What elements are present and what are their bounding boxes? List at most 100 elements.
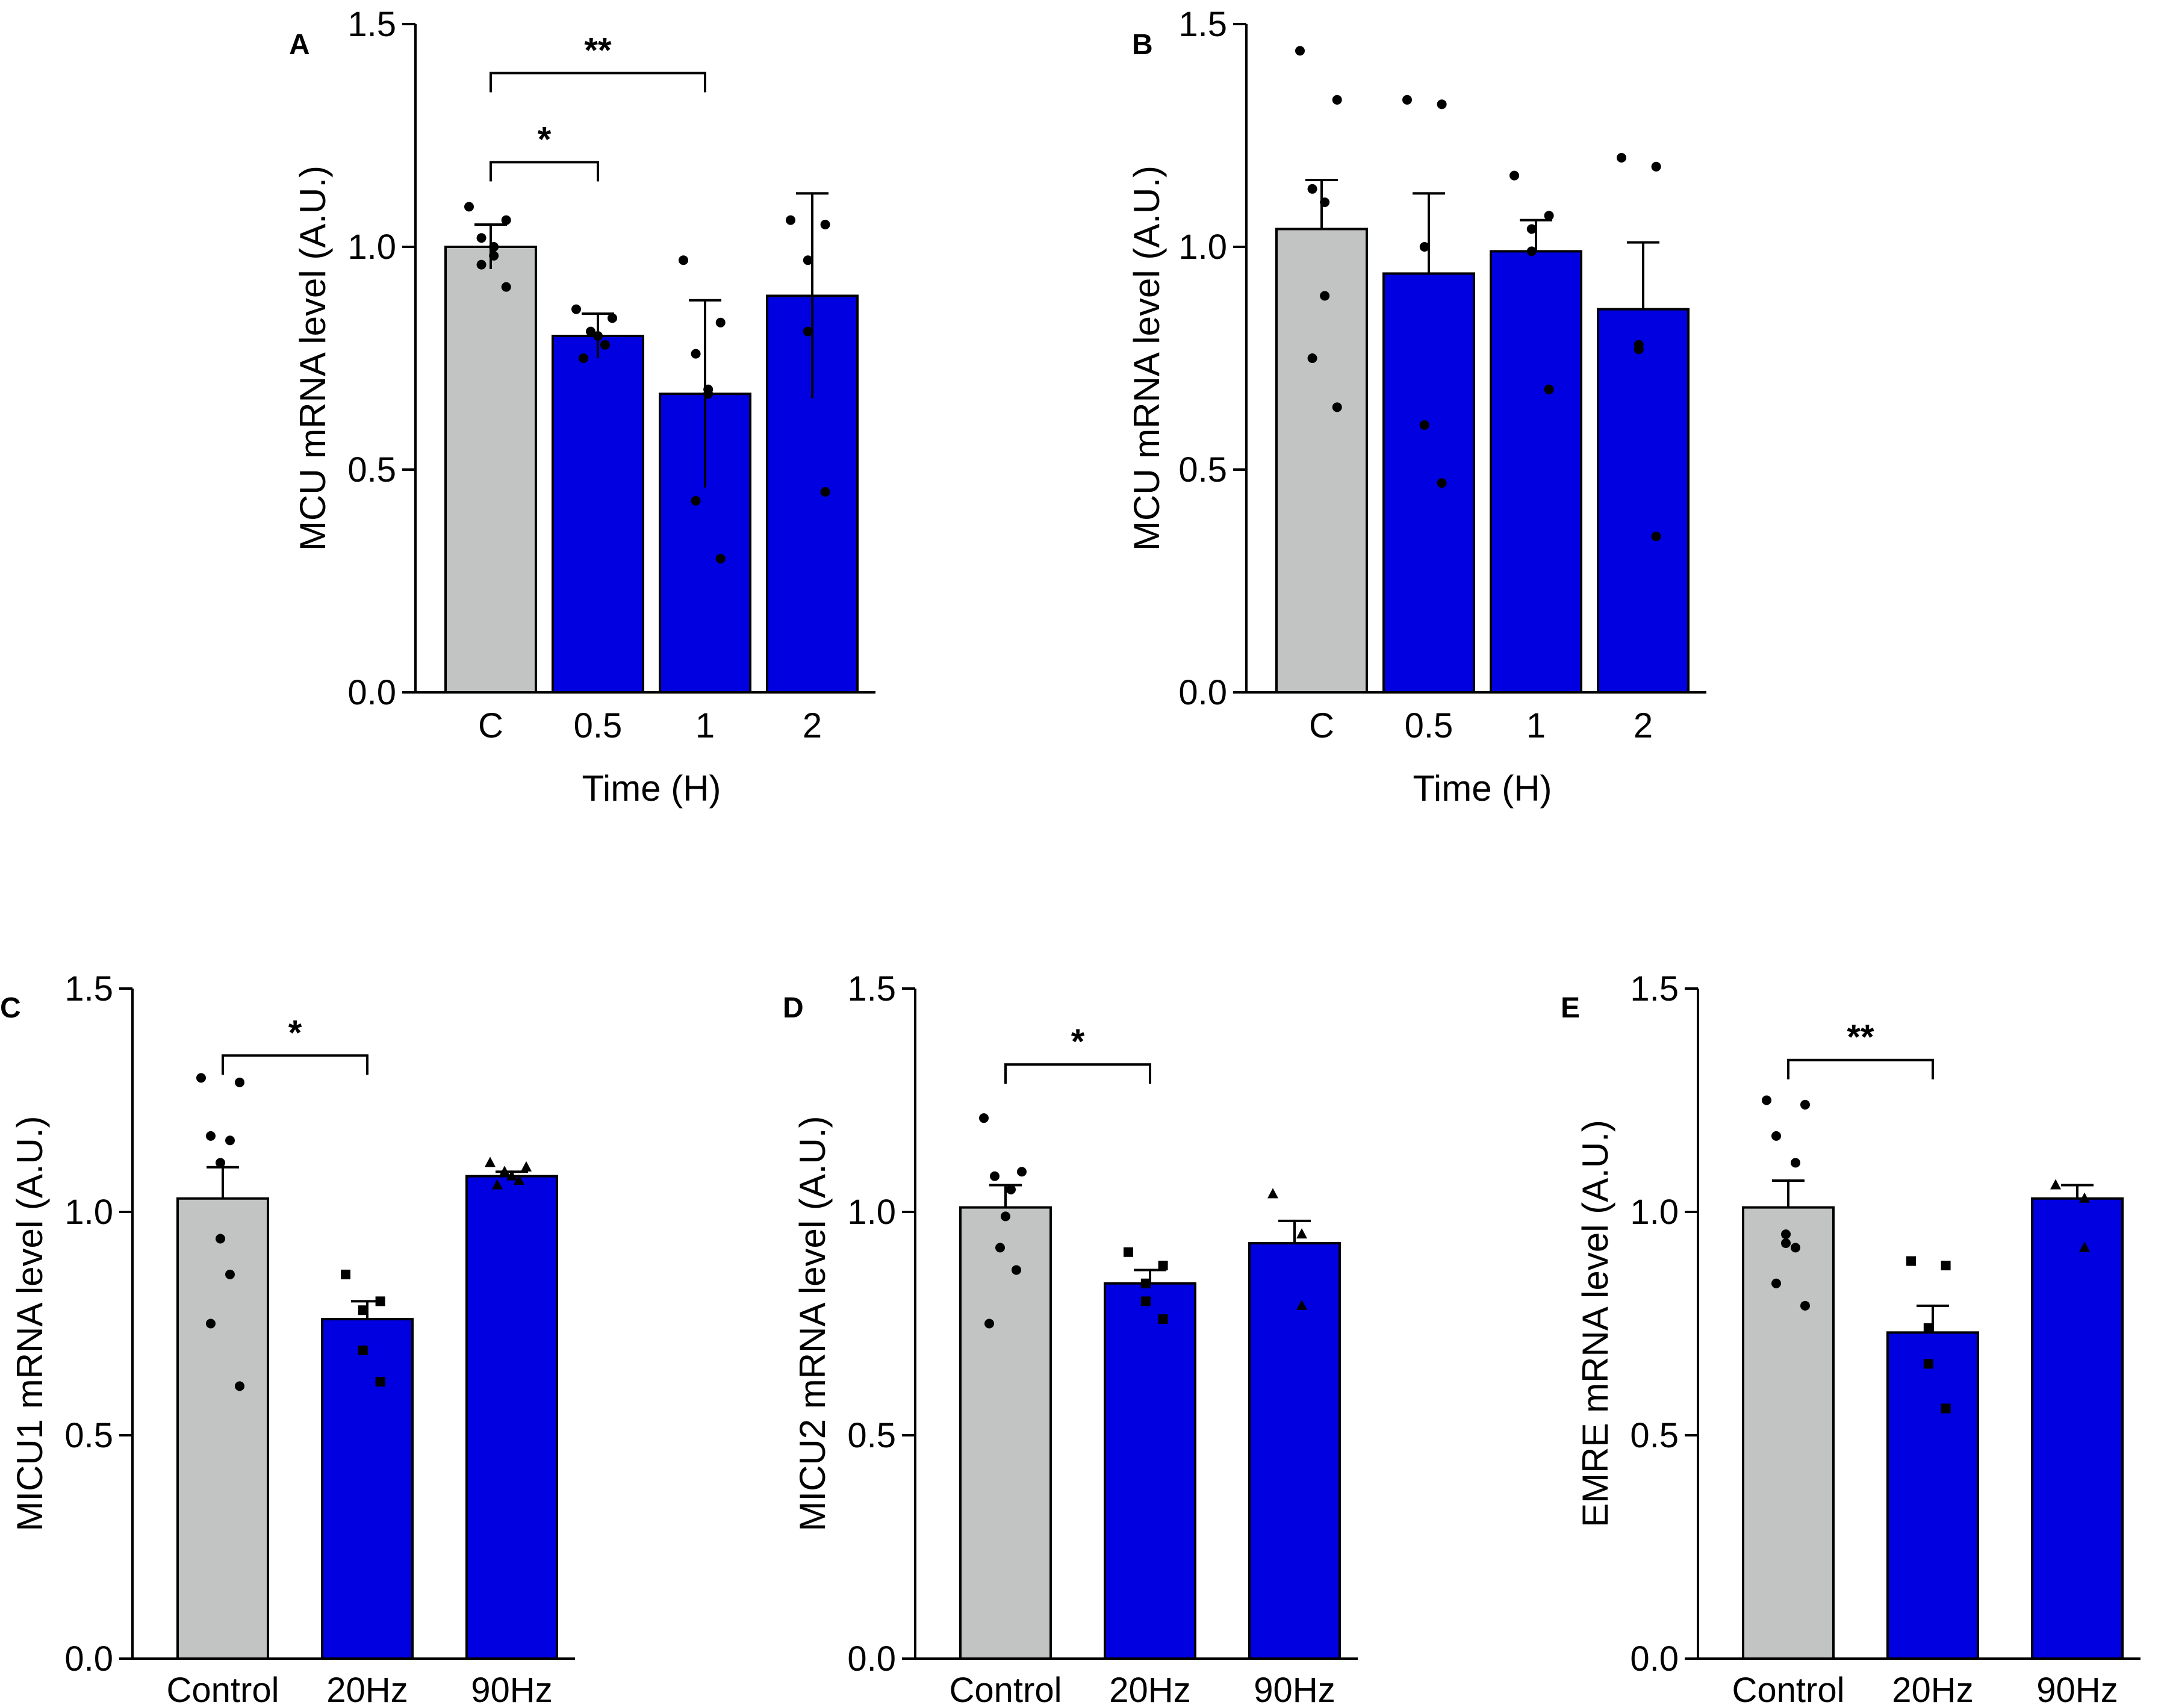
x-tick-label: 20Hz [1109,1671,1190,1708]
data-point [1001,1211,1010,1222]
data-point [1140,1278,1151,1288]
data-point [1437,478,1447,488]
y-tick-label: 1.0 [1630,1193,1679,1232]
data-point [571,304,581,314]
data-point [1771,1131,1781,1141]
data-point [492,1179,503,1190]
data-point [235,1077,244,1087]
x-tick-label: 90Hz [1254,1671,1335,1708]
data-point [1158,1261,1168,1271]
bar [552,335,644,694]
y-axis-title: MICU1 mRNA level (A.U.) [10,1116,50,1531]
data-point [691,349,701,359]
data-point [2079,1192,2090,1203]
data-point [476,233,487,243]
chart-panel-c: C 0.0 0.5 1.0 1.5 MICU1 mRNA level (A.U.) Cont… [0,969,575,1708]
x-tick-label: C [478,706,503,745]
data-point [1012,1265,1021,1275]
significance-bracket [1787,1058,1934,1079]
data-point [225,1135,235,1146]
bar [444,246,537,694]
y-axis-title: EMRE mRNA level (A.U.) [1575,1120,1615,1527]
x-axis-title: Time (H) [1413,768,1552,809]
y-tick-label: 1.0 [347,228,396,267]
y-tick-label: 1.5 [1630,969,1679,1008]
data-point [464,202,474,212]
data-point [1140,1296,1151,1306]
x-tick-label: 20Hz [1892,1671,1973,1708]
data-point [1307,353,1317,363]
data-point [1124,1247,1133,1257]
data-point [235,1381,244,1391]
data-point [1437,99,1447,110]
data-point [1419,420,1429,430]
data-point [691,495,701,506]
significance-label: * [538,120,552,159]
data-point [1781,1229,1791,1240]
data-point [1295,46,1305,56]
data-point [1791,1243,1800,1253]
x-axis-title: Time (H) [582,768,721,809]
data-point [341,1269,350,1279]
data-point [1332,95,1342,105]
data-point [1651,532,1661,541]
y-tick-label: 0.5 [1630,1416,1679,1455]
bar [1886,1331,1979,1660]
data-point [1923,1359,1933,1369]
bar [176,1197,269,1660]
data-point [1509,170,1519,181]
data-point [2079,1241,2090,1252]
data-point [1617,153,1626,163]
y-tick-label: 1.5 [847,969,896,1008]
bar [1742,1206,1835,1660]
data-point [803,255,813,266]
panel-letter: C [0,992,21,1024]
y-tick-label: 0.5 [64,1416,113,1455]
data-point [501,215,511,225]
data-point [375,1296,385,1306]
data-point [1941,1261,1951,1271]
data-point [703,389,714,399]
data-point [1544,384,1554,394]
data-point [820,487,830,497]
data-point [586,326,595,337]
bar [1275,228,1368,694]
data-point [358,1346,368,1356]
data-point [1791,1158,1800,1168]
y-tick-label: 0.5 [1178,450,1227,489]
data-point [358,1305,368,1315]
data-point [1307,184,1317,194]
data-point [206,1131,216,1141]
panel-letter: D [783,992,804,1024]
data-point [593,331,603,341]
data-point [608,313,617,323]
x-tick-label: 1 [695,706,715,745]
x-tick-label: 1 [1526,706,1546,745]
x-tick-label: 2 [1634,706,1653,745]
x-tick-label: 0.5 [574,706,623,745]
data-point [485,1157,496,1167]
bar [465,1175,558,1660]
data-point [514,1175,524,1185]
data-point [501,282,511,292]
data-point [521,1161,532,1172]
data-point [990,1171,1000,1181]
data-point [489,242,499,252]
y-tick-label: 0.0 [64,1639,113,1678]
data-point [1006,1184,1016,1194]
panel-letter: B [1132,29,1153,61]
bar [1490,250,1582,694]
x-tick-label: C [1309,706,1334,745]
data-point [1332,402,1342,412]
data-point [2050,1179,2061,1190]
data-point [1296,1299,1307,1310]
y-tick-label: 1.0 [847,1193,896,1232]
data-point [1526,224,1537,234]
y-tick-label: 0.5 [347,450,396,489]
data-point [225,1269,235,1279]
x-tick-label: 20Hz [326,1671,408,1708]
data-point [1267,1188,1278,1199]
data-point [715,317,726,328]
data-point [1906,1256,1916,1266]
data-point [1017,1167,1027,1177]
